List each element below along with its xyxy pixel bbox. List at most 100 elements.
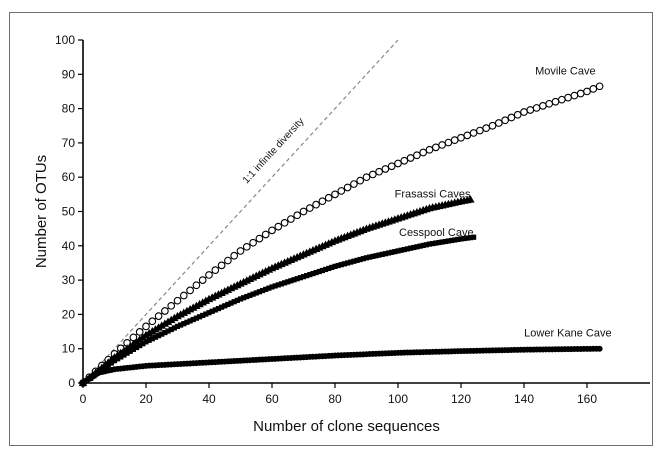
y-tick-label: 80	[62, 102, 76, 116]
data-point	[203, 311, 209, 317]
data-point	[532, 104, 541, 112]
data-point	[464, 235, 470, 241]
data-point	[423, 242, 429, 248]
data-point	[337, 187, 346, 195]
data-point	[324, 193, 333, 202]
data-point	[161, 307, 169, 315]
data-point	[332, 263, 338, 269]
data-point	[186, 286, 194, 295]
data-point	[316, 268, 322, 275]
data-point	[280, 218, 289, 227]
data-point	[392, 249, 398, 255]
infinite-diversity-reference-line	[82, 39, 399, 384]
data-point	[476, 126, 484, 135]
data-point	[294, 276, 300, 282]
x-tick-label: 0	[80, 392, 87, 406]
data-point	[318, 197, 327, 206]
x-tick-label: 140	[514, 392, 534, 406]
x-axis-label: Number of clone sequences	[253, 418, 440, 435]
data-point	[137, 343, 143, 349]
data-point	[539, 102, 547, 110]
data-point	[408, 245, 414, 251]
data-point	[389, 249, 395, 255]
data-point	[387, 162, 396, 171]
y-axis-ticks: 0 10 20 30 40 50 60 70 80 90 100	[55, 33, 83, 390]
data-point	[419, 148, 428, 157]
data-point	[379, 251, 385, 257]
data-point	[102, 364, 108, 370]
data-point	[576, 89, 585, 98]
data-point	[417, 243, 423, 249]
y-axis-label: Number of OTUs	[33, 155, 50, 268]
data-point	[445, 238, 451, 244]
data-point	[436, 239, 442, 246]
data-point	[589, 85, 598, 93]
data-point	[557, 95, 566, 104]
data-point	[404, 246, 411, 252]
data-point	[350, 180, 358, 188]
series-cesspool-cave: Cesspool Cave	[80, 227, 477, 386]
data-point	[400, 156, 409, 165]
data-point	[230, 251, 239, 260]
data-point	[494, 119, 503, 127]
data-point	[313, 269, 319, 276]
data-point	[431, 143, 440, 152]
data-point	[356, 176, 365, 185]
data-point	[395, 248, 401, 254]
data-point	[596, 345, 603, 352]
data-point	[236, 247, 245, 255]
data-point	[458, 236, 464, 242]
data-point	[274, 222, 283, 231]
data-point	[287, 215, 295, 223]
data-point	[159, 331, 165, 337]
data-point	[338, 262, 344, 268]
data-point	[411, 244, 417, 251]
data-point	[174, 323, 181, 330]
data-point	[501, 116, 509, 125]
data-point	[291, 277, 297, 283]
data-point	[335, 262, 341, 269]
data-point	[385, 250, 392, 256]
data-point	[275, 282, 281, 288]
data-point	[200, 312, 206, 319]
data-point	[268, 226, 276, 235]
data-point	[304, 273, 310, 279]
data-point	[341, 261, 348, 267]
data-point	[178, 322, 184, 328]
y-tick-label: 40	[62, 239, 76, 253]
data-point	[312, 200, 320, 209]
y-tick-label: 60	[62, 170, 76, 184]
data-point	[564, 93, 572, 102]
data-point	[261, 230, 270, 239]
data-point	[228, 300, 234, 306]
data-point	[430, 240, 436, 247]
data-point	[420, 242, 426, 249]
data-point	[398, 247, 404, 253]
data-point	[152, 334, 159, 340]
series-label: Lower Kane Cave	[524, 328, 611, 340]
data-point	[382, 251, 388, 257]
data-point	[249, 238, 257, 247]
data-point	[455, 236, 461, 243]
x-tick-label: 160	[577, 392, 597, 406]
data-point	[583, 87, 591, 96]
series-label: Frasassi Caves	[395, 188, 471, 200]
y-tick-label: 30	[62, 273, 76, 287]
data-point	[331, 190, 339, 199]
data-point	[215, 305, 222, 312]
data-point	[206, 310, 212, 316]
data-point	[307, 272, 313, 278]
data-point	[406, 154, 415, 162]
data-point	[140, 341, 146, 347]
data-point	[255, 234, 264, 243]
data-point	[463, 131, 472, 140]
data-point	[165, 328, 171, 334]
x-tick-label: 80	[328, 392, 342, 406]
data-point	[115, 356, 121, 362]
data-point	[217, 261, 226, 270]
data-point	[118, 354, 124, 360]
data-point	[551, 97, 560, 106]
data-point	[247, 292, 253, 298]
data-point	[376, 252, 382, 258]
